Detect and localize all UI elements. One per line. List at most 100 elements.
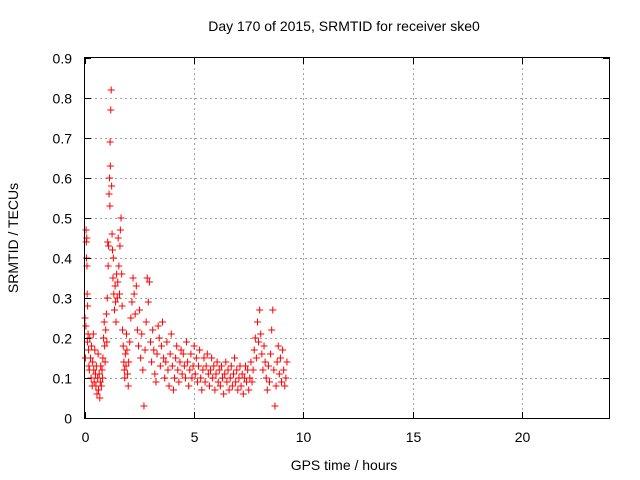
data-point (115, 262, 123, 270)
data-point (139, 366, 147, 374)
grid-lines (85, 58, 609, 418)
data-point (220, 390, 228, 398)
data-point (107, 106, 115, 114)
data-point (102, 326, 110, 334)
data-point (196, 346, 204, 354)
data-point (215, 366, 223, 374)
data-point (141, 346, 149, 354)
data-point (97, 382, 105, 390)
data-point (155, 334, 163, 342)
data-point (252, 354, 260, 362)
data-point (247, 358, 255, 366)
data-point (270, 366, 278, 374)
data-point (133, 326, 141, 334)
data-point (138, 330, 146, 338)
data-points (81, 86, 291, 410)
x-tick-label: 15 (406, 429, 422, 445)
data-point (159, 318, 167, 326)
data-point (113, 294, 121, 302)
data-point (84, 302, 92, 310)
data-point (210, 362, 218, 370)
data-point (118, 270, 126, 278)
data-point (147, 338, 154, 346)
data-point (228, 382, 236, 390)
data-point (82, 322, 90, 330)
y-tick-label: 0.2 (53, 331, 73, 347)
data-point (109, 274, 117, 282)
data-point (97, 362, 105, 370)
data-point (157, 342, 165, 350)
data-point (108, 182, 116, 190)
data-point (250, 346, 258, 354)
data-point (129, 274, 137, 282)
y-axis-label: SRMTID / TECUs (5, 183, 21, 293)
data-point (122, 362, 130, 370)
data-point (268, 326, 276, 334)
data-point (229, 370, 237, 378)
data-point (166, 350, 174, 358)
data-point (257, 330, 265, 338)
data-point (245, 386, 253, 394)
data-point (246, 374, 254, 382)
data-point (98, 374, 106, 382)
data-point (190, 342, 198, 350)
data-point (174, 366, 182, 374)
data-point (214, 378, 222, 386)
data-point (193, 378, 201, 386)
data-point (82, 226, 90, 234)
data-point (233, 366, 241, 374)
data-point (280, 366, 288, 374)
data-point (106, 138, 114, 146)
data-point (267, 350, 275, 358)
y-tick-label: 0.8 (53, 91, 73, 107)
data-point (223, 378, 231, 386)
data-point (201, 378, 209, 386)
data-point (202, 362, 210, 370)
x-tick-label: 20 (515, 429, 531, 445)
data-point (231, 354, 239, 362)
y-tick-label: 0.7 (53, 131, 73, 147)
data-point (203, 350, 211, 358)
data-point (142, 318, 150, 326)
data-point (258, 350, 266, 358)
data-point (118, 302, 126, 310)
data-point (232, 378, 240, 386)
data-point (216, 382, 224, 390)
data-point (124, 382, 132, 390)
data-point (112, 298, 120, 306)
data-point (263, 386, 271, 394)
data-point (143, 274, 151, 282)
data-point (136, 306, 144, 314)
data-point (211, 386, 219, 394)
data-point (104, 238, 112, 246)
data-point (179, 350, 187, 358)
data-point (217, 362, 225, 370)
data-point (116, 226, 124, 234)
data-point (260, 342, 268, 350)
data-point (259, 366, 267, 374)
data-point (178, 370, 186, 378)
data-point (219, 374, 227, 382)
data-point (90, 378, 98, 386)
data-point (145, 278, 153, 286)
data-point (188, 374, 196, 382)
data-point (151, 370, 159, 378)
data-point (126, 338, 134, 346)
data-point (121, 374, 129, 382)
data-point (213, 358, 221, 366)
data-point (161, 374, 169, 382)
data-point (106, 202, 114, 210)
data-point (104, 262, 112, 270)
plot-frame (84, 57, 610, 419)
data-point (273, 358, 281, 366)
data-point (130, 290, 138, 298)
data-point (162, 358, 170, 366)
data-point (172, 354, 180, 362)
data-point (264, 362, 272, 370)
data-point (197, 374, 205, 382)
data-point (171, 374, 179, 382)
data-point (249, 366, 257, 374)
data-point (227, 362, 235, 370)
data-point (116, 242, 124, 250)
